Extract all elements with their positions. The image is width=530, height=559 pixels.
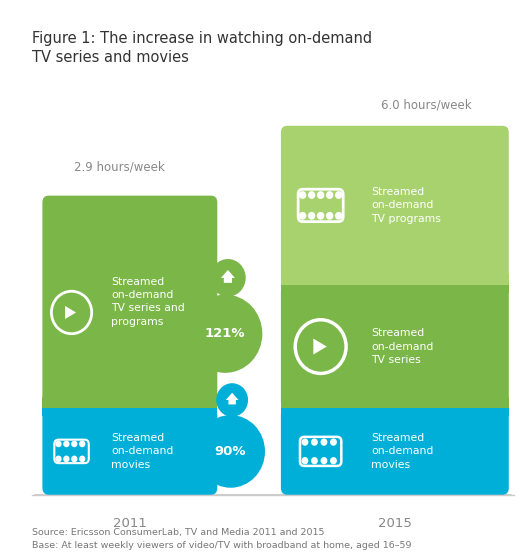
Bar <box>42 397 217 408</box>
Circle shape <box>79 456 85 462</box>
Polygon shape <box>65 306 76 319</box>
Text: 90%: 90% <box>215 445 246 458</box>
Circle shape <box>308 191 315 199</box>
Circle shape <box>335 212 342 220</box>
Circle shape <box>302 438 308 446</box>
Circle shape <box>188 295 262 373</box>
Circle shape <box>311 438 318 446</box>
Circle shape <box>216 383 248 417</box>
Text: 121%: 121% <box>205 327 245 340</box>
Text: Streamed
on-demand
TV series and
programs: Streamed on-demand TV series and program… <box>111 277 185 326</box>
Circle shape <box>330 457 337 465</box>
Text: Streamed
on-demand
TV series: Streamed on-demand TV series <box>371 328 434 365</box>
Bar <box>281 277 509 293</box>
Circle shape <box>55 456 61 462</box>
Circle shape <box>317 212 324 220</box>
Circle shape <box>79 440 85 447</box>
Text: Figure 1: The increase in watching on-demand
TV series and movies: Figure 1: The increase in watching on-de… <box>32 31 372 65</box>
Bar <box>281 274 509 285</box>
Text: 6.0 hours/week: 6.0 hours/week <box>382 99 472 112</box>
Circle shape <box>308 212 315 220</box>
Polygon shape <box>313 339 326 354</box>
Text: 2011: 2011 <box>113 517 147 530</box>
Circle shape <box>311 457 318 465</box>
Bar <box>281 397 509 408</box>
Text: Streamed
on-demand
movies: Streamed on-demand movies <box>111 433 174 470</box>
Polygon shape <box>221 270 235 283</box>
Polygon shape <box>226 392 238 405</box>
Text: Streamed
on-demand
movies: Streamed on-demand movies <box>371 433 434 470</box>
Circle shape <box>326 191 333 199</box>
Circle shape <box>71 456 77 462</box>
FancyBboxPatch shape <box>42 196 217 408</box>
FancyBboxPatch shape <box>281 126 509 285</box>
Bar <box>281 400 509 416</box>
Circle shape <box>335 191 342 199</box>
Text: Streamed
on-demand
TV programs: Streamed on-demand TV programs <box>371 187 441 224</box>
Circle shape <box>210 259 246 297</box>
FancyBboxPatch shape <box>42 408 217 495</box>
Circle shape <box>196 415 265 487</box>
FancyBboxPatch shape <box>281 408 509 495</box>
Circle shape <box>71 440 77 447</box>
FancyBboxPatch shape <box>281 285 509 408</box>
Circle shape <box>317 191 324 199</box>
Circle shape <box>326 212 333 220</box>
Circle shape <box>321 457 328 465</box>
Text: Source: Ericsson ConsumerLab, TV and Media 2011 and 2015
Base: At least weekly v: Source: Ericsson ConsumerLab, TV and Med… <box>32 528 411 549</box>
Circle shape <box>321 438 328 446</box>
Circle shape <box>63 456 69 462</box>
Circle shape <box>299 212 306 220</box>
Circle shape <box>299 191 306 199</box>
Circle shape <box>55 440 61 447</box>
Text: 2.9 hours/week: 2.9 hours/week <box>74 160 165 173</box>
Bar <box>42 400 217 416</box>
Circle shape <box>63 440 69 447</box>
Circle shape <box>302 457 308 465</box>
Text: 2015: 2015 <box>378 517 412 530</box>
Circle shape <box>330 438 337 446</box>
